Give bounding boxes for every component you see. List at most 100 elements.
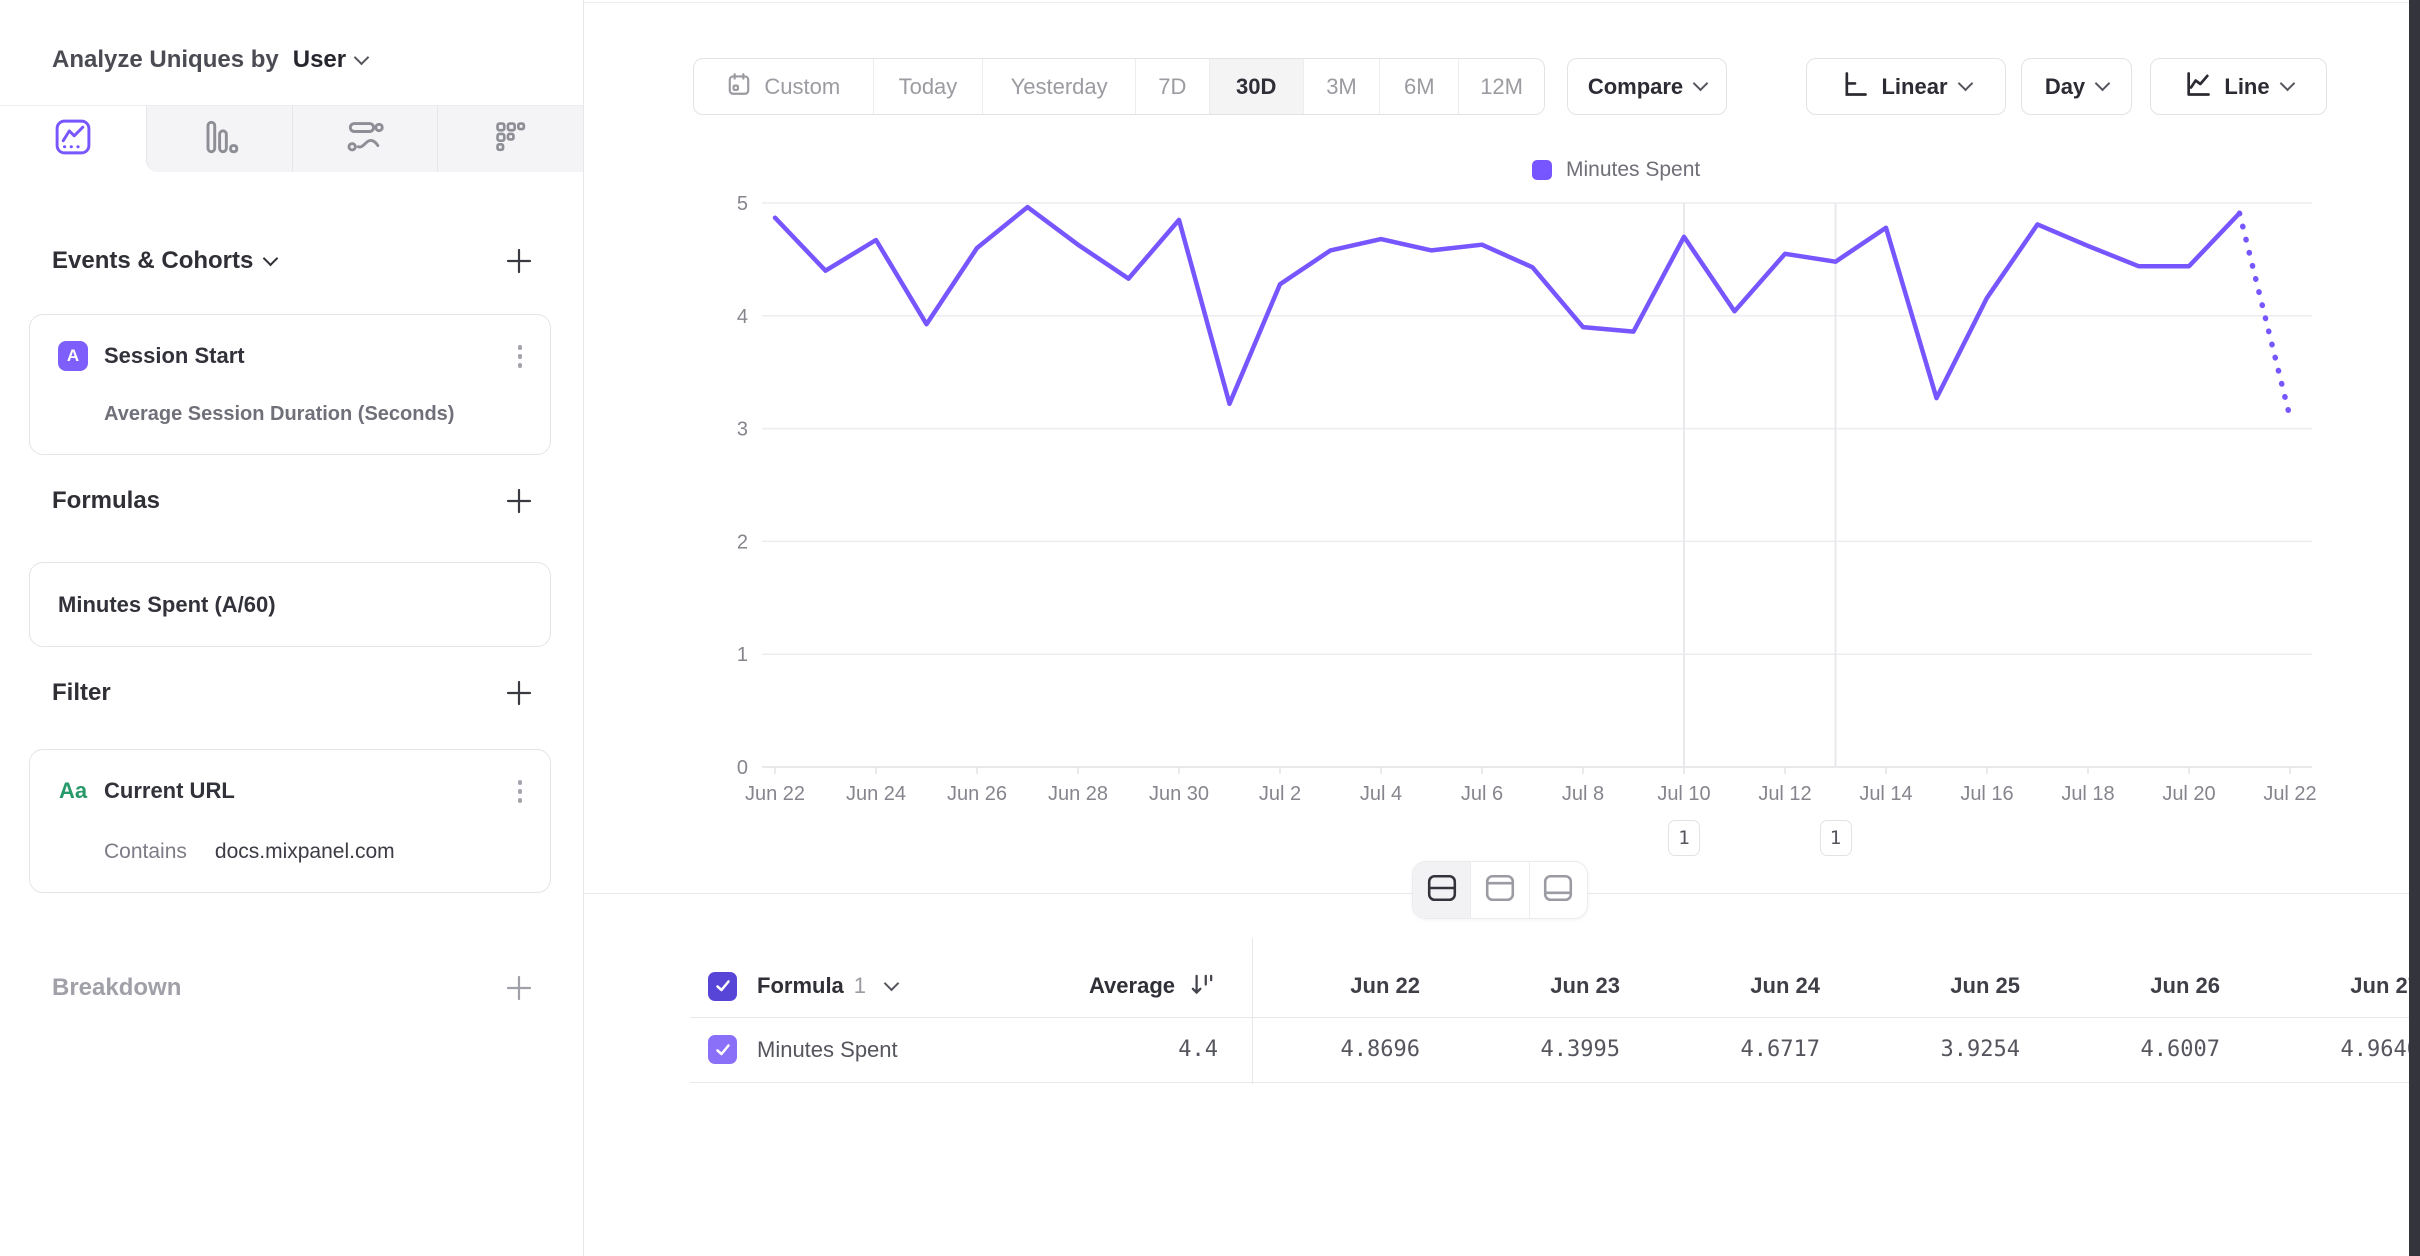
select-all-checkbox[interactable]: [708, 971, 737, 1001]
svg-text:Jul 20: Jul 20: [2162, 783, 2215, 805]
date-range-label: 7D: [1158, 73, 1187, 99]
table-value-cell: 3.9254: [1940, 1037, 2020, 1062]
date-range-today[interactable]: Today: [872, 59, 983, 114]
svg-text:Jul 8: Jul 8: [1562, 783, 1604, 805]
sort-icon[interactable]: [1188, 971, 1216, 1004]
date-range-12m[interactable]: 12M: [1458, 59, 1544, 114]
date-range-30d[interactable]: 30D: [1208, 59, 1303, 114]
chart-type-dropdown[interactable]: Line: [2150, 58, 2327, 115]
event-aggregation[interactable]: Average Session Duration (Seconds): [104, 403, 455, 425]
filter-operator[interactable]: Contains: [104, 840, 187, 863]
filter-section-header: Filter: [52, 677, 535, 709]
compare-label: Compare: [1587, 73, 1684, 99]
date-range-custom[interactable]: Custom: [694, 59, 873, 114]
table-date-header[interactable]: Jun 26: [2150, 973, 2220, 998]
table-date-header[interactable]: Jun 25: [1950, 973, 2020, 998]
filter-card[interactable]: Aa Current URL Contains docs.mixpanel.co…: [29, 749, 551, 893]
events-section-title-text: Events & Cohorts: [52, 247, 254, 274]
date-range-6m[interactable]: 6M: [1379, 59, 1458, 114]
date-range-control: Custom Today Yesterday 7D 30D 3M 6M 12M: [693, 58, 1545, 115]
analyze-uniques-value[interactable]: User: [292, 46, 347, 73]
chevron-down-icon: [2094, 75, 2111, 92]
chart-legend: Minutes Spent: [1532, 158, 1700, 182]
kebab-menu-icon[interactable]: [516, 778, 525, 805]
analyze-uniques-label: Analyze Uniques by: [52, 46, 279, 73]
string-property-badge: Aa: [58, 778, 88, 803]
split-view-button[interactable]: [1413, 862, 1471, 918]
tab-flows[interactable]: [291, 106, 438, 172]
svg-text:Jun 24: Jun 24: [846, 783, 906, 805]
svg-text:Jun 28: Jun 28: [1048, 783, 1108, 805]
add-formula-button[interactable]: [503, 485, 535, 517]
chart-only-view-button[interactable]: [1470, 862, 1528, 918]
formula-name[interactable]: Minutes Spent (A/60): [58, 591, 276, 617]
event-name[interactable]: Session Start: [104, 343, 245, 368]
granularity-label: Day: [2044, 73, 2086, 99]
table-only-view-button[interactable]: [1528, 862, 1587, 918]
legend-swatch: [1532, 160, 1552, 180]
query-builder-sidebar: Analyze Uniques by User: [0, 0, 584, 1256]
layout-toggle: [1412, 861, 1588, 919]
date-range-yesterday[interactable]: Yesterday: [982, 59, 1135, 114]
axis-scale-icon: [1841, 70, 1869, 104]
date-range-label: Yesterday: [1010, 73, 1108, 99]
annotation-chip[interactable]: 1: [1819, 820, 1852, 856]
filter-value[interactable]: docs.mixpanel.com: [214, 840, 395, 863]
tab-bar-chart[interactable]: [145, 106, 292, 172]
annotation-chip[interactable]: 1: [1668, 820, 1700, 856]
svg-text:Jun 30: Jun 30: [1149, 783, 1209, 805]
filter-property-name[interactable]: Current URL: [104, 778, 235, 803]
kebab-menu-icon[interactable]: [516, 343, 525, 370]
chevron-down-icon[interactable]: [353, 49, 370, 65]
tab-retention-grid[interactable]: [437, 106, 583, 172]
table-date-header[interactable]: Jun 27: [2350, 973, 2420, 998]
date-range-label: 6M: [1404, 73, 1435, 99]
event-letter-badge: A: [58, 341, 88, 371]
formulas-section-header: Formulas: [52, 485, 535, 517]
calendar-icon: [726, 71, 752, 103]
row-checkbox[interactable]: [708, 1035, 737, 1064]
table-date-header[interactable]: Jun 24: [1750, 973, 1820, 998]
formula-card[interactable]: Minutes Spent (A/60): [29, 562, 551, 647]
svg-text:4: 4: [737, 306, 748, 328]
compare-button[interactable]: Compare: [1567, 58, 1727, 115]
table-value-cell: 4.8696: [1340, 1037, 1420, 1062]
svg-text:Jul 14: Jul 14: [1859, 783, 1912, 805]
date-range-label: 12M: [1480, 73, 1523, 99]
table-date-header[interactable]: Jun 23: [1550, 973, 1620, 998]
formula-column-header[interactable]: Formula: [757, 973, 844, 998]
add-filter-button[interactable]: [503, 677, 535, 709]
event-card[interactable]: A Session Start Average Session Duration…: [29, 314, 551, 455]
svg-text:Jul 4: Jul 4: [1360, 783, 1402, 805]
date-range-label: Today: [898, 73, 958, 99]
chevron-down-icon[interactable]: [263, 250, 279, 266]
svg-text:Jul 2: Jul 2: [1259, 783, 1301, 805]
legend-label: Minutes Spent: [1566, 158, 1701, 181]
chevron-down-icon: [1692, 75, 1709, 92]
flows-icon: [343, 115, 387, 164]
chevron-down-icon: [1957, 75, 1973, 92]
date-range-3m[interactable]: 3M: [1302, 59, 1380, 114]
date-range-label: Custom: [764, 73, 841, 99]
table-value-cell: 4.9640: [2340, 1037, 2420, 1062]
tab-line-chart[interactable]: [0, 106, 146, 172]
table-date-header[interactable]: Jun 22: [1350, 973, 1420, 998]
add-breakdown-button[interactable]: [503, 972, 535, 1004]
svg-text:5: 5: [737, 193, 748, 215]
scale-dropdown[interactable]: Linear: [1806, 58, 2006, 115]
series-row-label[interactable]: Minutes Spent: [757, 1037, 898, 1062]
table-header-divider: [690, 1017, 2420, 1018]
chevron-down-icon[interactable]: [883, 975, 900, 991]
table-header-left: Formula 1: [708, 955, 900, 1017]
filter-section-title: Filter: [52, 679, 111, 706]
line-chart-type-icon: [2184, 70, 2212, 104]
add-event-button[interactable]: [503, 245, 535, 277]
breakdown-section-header: Breakdown: [52, 972, 535, 1004]
breakdown-section-title: Breakdown: [52, 974, 182, 1001]
svg-text:Jun 26: Jun 26: [947, 783, 1007, 805]
svg-text:Jul 22: Jul 22: [2263, 783, 2316, 805]
svg-text:2: 2: [737, 531, 748, 553]
granularity-dropdown[interactable]: Day: [2021, 58, 2132, 115]
date-range-7d[interactable]: 7D: [1134, 59, 1209, 114]
average-column-header[interactable]: Average: [1088, 973, 1175, 998]
